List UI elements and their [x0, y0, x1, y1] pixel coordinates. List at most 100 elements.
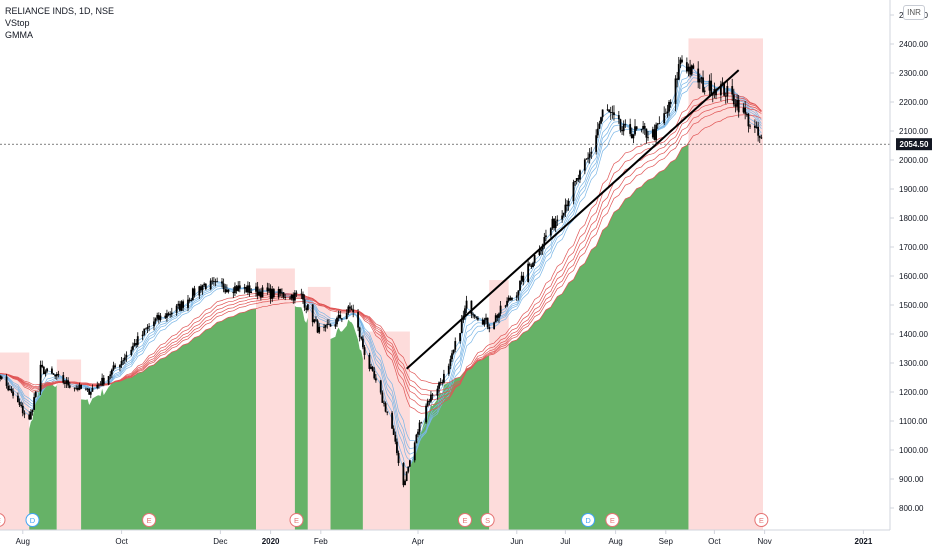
candle-body [420, 422, 423, 424]
price-tick-label: 1500.00 [899, 301, 928, 310]
chart-legend: RELIANCE INDS, 1D, NSE VStop GMMA [5, 5, 114, 41]
candle-body [511, 297, 513, 300]
price-axis[interactable]: 800.00 900.00 1000.00 1100.00 1200.00 1300.00… [890, 11, 928, 513]
candle-body [640, 129, 643, 130]
candle-body [723, 82, 726, 96]
candle-body [726, 86, 729, 97]
candle-body [493, 322, 496, 330]
candle-body [384, 403, 387, 412]
candle-body [279, 288, 282, 294]
candle-body [132, 345, 134, 350]
candle-body [676, 78, 679, 80]
candle-body [31, 409, 34, 412]
candle-body [362, 338, 364, 348]
candle-body [178, 303, 181, 311]
candle-body [65, 380, 68, 384]
candle-body [277, 288, 280, 298]
candle-body [669, 101, 672, 104]
candle-body [268, 288, 270, 292]
vstop-up-zone [29, 382, 57, 530]
candle-body [136, 336, 139, 345]
candle-body [381, 392, 384, 403]
candle-body [281, 292, 283, 294]
time-tick-label: Oct [115, 537, 128, 546]
time-tick-label: Apr [412, 537, 425, 546]
candle-body [62, 375, 65, 383]
candle-body [736, 99, 738, 107]
candle-body [141, 334, 144, 337]
candle-body [125, 354, 128, 358]
candle-body [438, 382, 440, 389]
candle-body [102, 377, 105, 385]
candle-body [109, 374, 112, 377]
time-tick-label: Feb [314, 537, 328, 546]
candle-body [153, 321, 155, 327]
candle-body [753, 125, 756, 128]
candle-body [198, 286, 201, 296]
event-marker[interactable] [0, 513, 6, 527]
candle-body [243, 287, 246, 289]
candle-body [292, 294, 295, 301]
candle-body [656, 123, 659, 125]
candle-body [313, 319, 316, 323]
candle-body [415, 434, 418, 443]
candle-body [439, 382, 442, 383]
trendline[interactable] [405, 69, 740, 370]
candle-body [373, 370, 376, 379]
candle-body [225, 289, 228, 293]
candle-body [148, 326, 151, 328]
candle-body [340, 318, 343, 320]
candle-body [328, 323, 330, 325]
indicator-vstop[interactable]: VStop [5, 18, 30, 28]
candle-body [316, 320, 319, 333]
candle-body [5, 376, 8, 386]
candle-body [687, 66, 690, 72]
candle-body [732, 94, 735, 105]
price-tick-label: 1100.00 [899, 417, 928, 426]
event-marker[interactable] [25, 513, 40, 527]
candle-body [204, 283, 207, 290]
candle-body [473, 314, 476, 317]
gmma-long-line [0, 95, 762, 407]
time-tick-label: Dec [213, 537, 227, 546]
candle-body [350, 308, 353, 310]
candle-body [67, 380, 70, 386]
event-markers: EDEEESDEE [0, 513, 769, 527]
candle-body [737, 99, 740, 113]
event-marker[interactable] [581, 513, 596, 527]
event-marker[interactable] [142, 513, 157, 527]
event-marker[interactable] [457, 513, 472, 527]
candle-body [10, 388, 13, 392]
candle-body [200, 286, 202, 291]
indicator-gmma[interactable]: GMMA [5, 30, 33, 40]
candle-body [191, 288, 194, 301]
candle-body [642, 125, 645, 130]
candle-body [562, 212, 565, 216]
event-marker[interactable] [289, 513, 304, 527]
candle-body [203, 283, 206, 286]
candle-body [470, 300, 473, 315]
candle-body [57, 374, 60, 376]
candle-body [545, 235, 547, 238]
event-marker[interactable] [754, 513, 769, 527]
symbol-title[interactable]: RELIANCE INDS, 1D, NSE [5, 6, 115, 16]
event-marker[interactable] [605, 513, 620, 527]
candle-body [734, 104, 737, 107]
candle-body [509, 297, 512, 300]
currency-badge[interactable]: INR [903, 5, 925, 20]
time-axis[interactable]: Aug Oct Dec 2020 Feb Apr Jun Jul Aug Sep Oct Nov 202… [16, 530, 873, 546]
price-tick-label: 1600.00 [899, 272, 928, 281]
event-marker[interactable] [480, 513, 495, 527]
candle-body [600, 117, 602, 124]
event-marker-label: E [147, 516, 152, 525]
candle-body [201, 285, 204, 291]
candle-body [290, 294, 293, 299]
candle-body [44, 371, 47, 375]
candle-body [703, 90, 706, 92]
candle-body [630, 133, 633, 139]
candle-body [295, 292, 298, 294]
candle-body [653, 129, 656, 140]
time-tick-label: Sep [659, 537, 674, 546]
candle-body [214, 281, 217, 283]
